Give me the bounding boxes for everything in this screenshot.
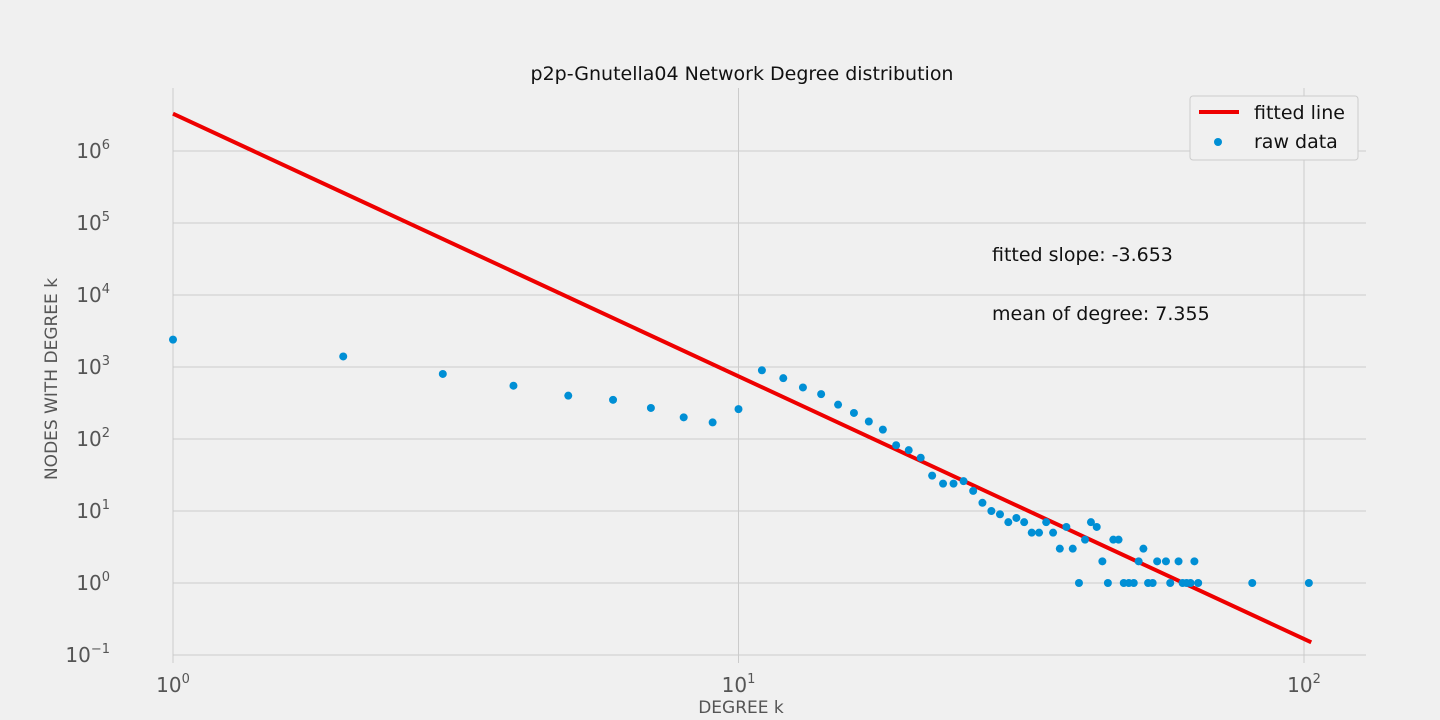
raw-data-point xyxy=(987,507,996,515)
raw-data-point xyxy=(1148,579,1157,587)
raw-data-point xyxy=(1081,535,1090,544)
raw-data-point xyxy=(1194,579,1203,587)
raw-data-point xyxy=(1062,522,1071,531)
raw-data-point xyxy=(1166,579,1175,587)
y-tick-label: 103 xyxy=(76,354,110,379)
raw-data-point xyxy=(798,383,807,392)
raw-data-point xyxy=(1304,579,1313,587)
raw-data-point xyxy=(969,486,978,495)
raw-data-point xyxy=(978,498,987,507)
legend-raw-data-label: raw data xyxy=(1254,131,1338,153)
raw-data-point xyxy=(939,479,948,488)
raw-data-point xyxy=(169,335,177,344)
raw-data-point xyxy=(995,510,1004,519)
raw-data-point xyxy=(1027,528,1036,537)
raw-data-point xyxy=(757,366,766,375)
raw-data-point xyxy=(1134,557,1143,566)
legend: fitted line raw data xyxy=(1189,95,1359,161)
raw-data-point xyxy=(1042,518,1051,527)
raw-data-point xyxy=(959,477,968,486)
raw-data-point xyxy=(916,453,925,462)
raw-data-point xyxy=(1139,544,1148,553)
raw-data-point xyxy=(949,479,958,488)
raw-data-point xyxy=(1074,579,1083,587)
raw-data-point xyxy=(1004,518,1013,527)
legend-fitted-line-label: fitted line xyxy=(1254,102,1345,124)
raw-data-point xyxy=(928,471,937,480)
raw-data-point xyxy=(849,408,858,417)
raw-data-point xyxy=(708,418,717,427)
mean-degree-annotation: mean of degree: 7.355 xyxy=(992,303,1210,325)
raw-data-point xyxy=(339,352,348,361)
raw-data-point xyxy=(1103,579,1112,587)
raw-data-point xyxy=(1129,579,1138,587)
raw-data-point xyxy=(1098,557,1107,566)
raw-data-point xyxy=(1035,528,1044,537)
raw-data-point xyxy=(679,413,688,422)
x-axis-label: DEGREE k xyxy=(698,698,784,718)
legend-raw-data-marker xyxy=(1214,138,1222,146)
raw-data-point xyxy=(646,403,655,412)
raw-data-point xyxy=(509,381,518,390)
chart-title: p2p-Gnutella04 Network Degree distributi… xyxy=(531,63,954,85)
raw-data-point xyxy=(779,374,788,383)
raw-data-point xyxy=(1086,518,1095,527)
raw-data-series xyxy=(169,335,1313,587)
grid-lines xyxy=(172,88,1366,663)
raw-data-point xyxy=(1161,557,1170,566)
raw-data-point xyxy=(1049,528,1058,537)
raw-data-point xyxy=(1092,522,1101,531)
raw-data-point xyxy=(834,400,843,409)
raw-data-point xyxy=(1012,513,1021,522)
raw-data-point xyxy=(1186,579,1195,587)
fitted-line xyxy=(172,111,1313,645)
raw-data-point xyxy=(609,395,618,404)
raw-data-point xyxy=(1068,544,1077,553)
raw-data-point xyxy=(1153,557,1162,566)
fitted-line-series xyxy=(172,111,1313,645)
raw-data-point xyxy=(1020,518,1029,527)
raw-data-point xyxy=(878,425,887,434)
raw-data-point xyxy=(1055,544,1064,553)
raw-data-point xyxy=(1114,535,1123,544)
raw-data-point xyxy=(1248,579,1257,587)
raw-data-point xyxy=(564,391,573,400)
raw-data-point xyxy=(734,405,743,414)
raw-data-point xyxy=(1174,557,1183,566)
raw-data-point xyxy=(438,369,447,378)
raw-data-point xyxy=(904,446,913,455)
raw-data-point xyxy=(892,441,901,450)
raw-data-point xyxy=(817,390,826,399)
y-axis-label: NODES WITH DEGREE k xyxy=(42,278,62,480)
raw-data-point xyxy=(1190,557,1199,566)
fitted-slope-annotation: fitted slope: -3.653 xyxy=(992,244,1173,266)
raw-data-point xyxy=(864,417,873,426)
